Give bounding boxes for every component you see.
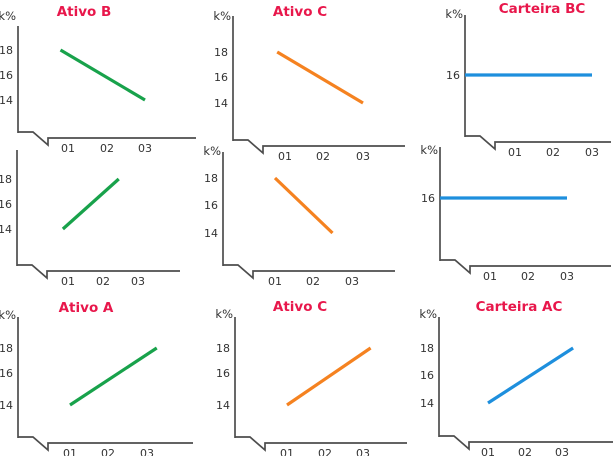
y-tick-label: 18 bbox=[214, 46, 228, 59]
data-line-green bbox=[61, 177, 120, 231]
x-tick-label: 01 bbox=[483, 270, 497, 283]
chart-untitled-green-ascending: 18 16 14 01 02 03 bbox=[0, 147, 204, 295]
x-axis-line-with-break bbox=[233, 139, 405, 155]
y-axis-unit-label: k% bbox=[419, 307, 437, 321]
y-tick-label: 18 bbox=[0, 342, 13, 355]
x-tick-label: 03 bbox=[345, 275, 359, 288]
x-axis-line-with-break bbox=[17, 264, 180, 280]
x-tick-label: 02 bbox=[546, 146, 560, 159]
y-tick-label: 18 bbox=[204, 172, 218, 185]
chart-carteira-bc: Carteira BC k% 16 01 02 03 bbox=[408, 0, 613, 159]
x-axis-line-with-break bbox=[18, 131, 196, 147]
x-tick-label: 02 bbox=[316, 150, 330, 163]
x-tick-label: 01 bbox=[280, 447, 294, 456]
y-tick-label: 16 bbox=[0, 367, 13, 380]
chart-untitled-blue-flat: k% 16 01 02 03 bbox=[408, 143, 613, 295]
y-axis-unit-label: k% bbox=[0, 308, 16, 322]
chart-carteira-ac: Carteira AC k% 18 16 14 01 02 03 bbox=[408, 295, 613, 456]
x-tick-label: 03 bbox=[131, 275, 145, 288]
x-tick-label: 03 bbox=[140, 447, 154, 456]
x-tick-label: 03 bbox=[585, 146, 599, 159]
chart-svg: Ativo C k% 18 16 14 01 02 03 bbox=[215, 299, 407, 456]
data-line-blue bbox=[487, 346, 574, 405]
y-tick-label: 14 bbox=[204, 227, 218, 240]
x-tick-label: 01 bbox=[61, 142, 75, 155]
chart-svg: Ativo B k% 18 16 14 01 02 03 bbox=[0, 4, 196, 155]
data-line-orange bbox=[276, 50, 364, 105]
y-tick-label: 14 bbox=[214, 97, 228, 110]
x-tick-label: 03 bbox=[138, 142, 152, 155]
x-tick-label: 02 bbox=[521, 270, 535, 283]
y-tick-label: 18 bbox=[420, 342, 434, 355]
chart-ativo-c-descending: Ativo C k% 18 16 14 01 02 03 bbox=[204, 0, 408, 163]
x-tick-label: 01 bbox=[61, 275, 75, 288]
y-tick-label: 16 bbox=[421, 192, 435, 205]
chart-svg: k% 18 16 14 01 02 03 bbox=[203, 144, 395, 288]
chart-svg: Carteira BC k% 16 01 02 03 bbox=[445, 1, 611, 159]
x-tick-label: 02 bbox=[101, 447, 115, 456]
chart-ativo-b: Ativo B k% 18 16 14 01 02 03 bbox=[0, 0, 204, 155]
x-tick-label: 02 bbox=[100, 142, 114, 155]
chart-title: Ativo B bbox=[57, 4, 112, 20]
y-tick-label: 16 bbox=[204, 199, 218, 212]
x-tick-label: 01 bbox=[508, 146, 522, 159]
x-tick-label: 02 bbox=[96, 275, 110, 288]
chart-title: Carteira BC bbox=[499, 1, 586, 17]
y-tick-label: 16 bbox=[446, 69, 460, 82]
x-tick-label: 02 bbox=[306, 275, 320, 288]
chart-ativo-a: Ativo A k% 18 16 14 01 02 03 bbox=[0, 295, 204, 456]
data-line-orange bbox=[273, 176, 334, 235]
chart-svg: k% 16 01 02 03 bbox=[420, 143, 611, 283]
x-tick-label: 01 bbox=[278, 150, 292, 163]
y-tick-label: 16 bbox=[216, 367, 230, 380]
x-axis-line-with-break bbox=[439, 435, 613, 451]
chart-title: Ativo C bbox=[273, 4, 327, 20]
x-axis-line-with-break bbox=[465, 135, 611, 151]
y-axis-unit-label: k% bbox=[213, 9, 231, 23]
y-axis-unit-label: k% bbox=[203, 144, 221, 158]
y-axis-unit-label: k% bbox=[445, 7, 463, 21]
x-axis-line-with-break bbox=[18, 436, 193, 452]
y-tick-label: 16 bbox=[420, 369, 434, 382]
chart-title: Ativo C bbox=[273, 299, 327, 315]
chart-svg: Ativo A k% 18 16 14 01 02 03 bbox=[0, 300, 193, 456]
x-tick-label: 01 bbox=[481, 446, 495, 456]
chart-title: Carteira AC bbox=[476, 299, 563, 315]
y-tick-label: 18 bbox=[0, 44, 13, 57]
x-tick-label: 03 bbox=[356, 447, 370, 456]
x-tick-label: 03 bbox=[555, 446, 569, 456]
x-tick-label: 01 bbox=[63, 447, 77, 456]
y-axis-unit-label: k% bbox=[215, 307, 233, 321]
data-line-green bbox=[59, 48, 146, 102]
y-tick-label: 16 bbox=[214, 71, 228, 84]
x-tick-label: 02 bbox=[318, 447, 332, 456]
y-tick-label: 14 bbox=[0, 399, 13, 412]
data-line-orange bbox=[286, 346, 372, 407]
chart-svg: Ativo C k% 18 16 14 01 02 03 bbox=[213, 4, 405, 163]
x-tick-label: 03 bbox=[356, 150, 370, 163]
y-tick-label: 16 bbox=[0, 198, 12, 211]
chart-svg: Carteira AC k% 18 16 14 01 02 03 bbox=[419, 299, 613, 456]
y-tick-label: 14 bbox=[0, 223, 12, 236]
data-line-green bbox=[69, 346, 158, 407]
y-tick-label: 18 bbox=[216, 342, 230, 355]
x-tick-label: 02 bbox=[518, 446, 532, 456]
x-axis-line-with-break bbox=[223, 264, 395, 280]
y-tick-label: 14 bbox=[0, 94, 13, 107]
x-axis-line-with-break bbox=[440, 259, 611, 275]
y-tick-label: 14 bbox=[420, 397, 434, 410]
y-tick-label: 14 bbox=[216, 399, 230, 412]
y-axis-unit-label: k% bbox=[420, 143, 438, 157]
y-tick-label: 18 bbox=[0, 173, 12, 186]
chart-svg: 18 16 14 01 02 03 bbox=[0, 150, 180, 288]
x-axis-line-with-break bbox=[235, 436, 407, 452]
y-axis-unit-label: k% bbox=[0, 9, 16, 23]
y-tick-label: 16 bbox=[0, 69, 13, 82]
x-tick-label: 01 bbox=[268, 275, 282, 288]
chart-ativo-c-ascending: Ativo C k% 18 16 14 01 02 03 bbox=[204, 295, 408, 456]
x-tick-label: 03 bbox=[560, 270, 574, 283]
chart-title: Ativo A bbox=[59, 300, 114, 316]
chart-untitled-orange-descending: k% 18 16 14 01 02 03 bbox=[203, 144, 408, 295]
